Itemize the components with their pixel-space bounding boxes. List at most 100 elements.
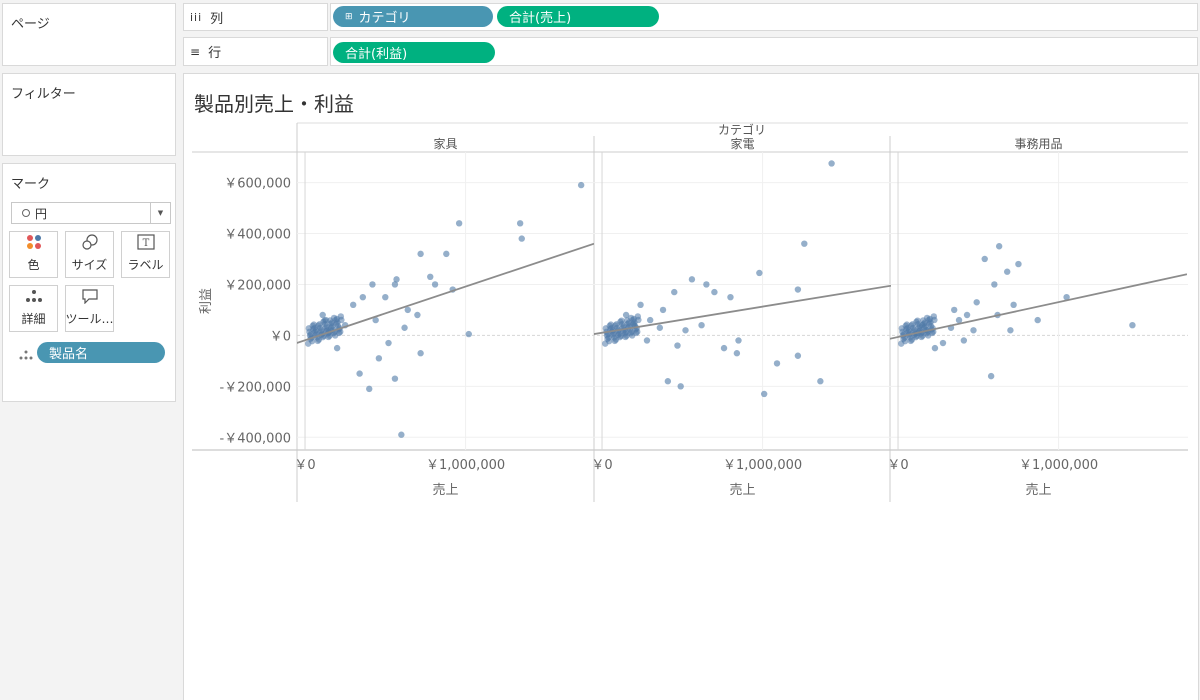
data-point bbox=[907, 337, 914, 345]
trend-line bbox=[890, 273, 1187, 340]
rows-shelf-label-area: ≡ 行 bbox=[183, 37, 328, 66]
data-point bbox=[366, 385, 373, 393]
columns-shelf-label: 列 bbox=[210, 11, 224, 27]
data-point bbox=[1015, 260, 1022, 268]
x-tick-label: ￥1,000,000 bbox=[1019, 458, 1098, 473]
data-point bbox=[375, 355, 383, 362]
label-button[interactable]: T ラベル bbox=[121, 231, 170, 278]
marks-card: マーク 円 ▼ 色 サイズ T ラベル 詳細 ツール… 製 bbox=[2, 163, 176, 402]
data-point bbox=[926, 320, 933, 327]
data-point bbox=[733, 350, 741, 357]
data-point bbox=[612, 322, 619, 329]
data-point bbox=[627, 314, 635, 322]
tooltip-icon bbox=[81, 287, 99, 305]
detail-field-pill-label: 製品名 bbox=[49, 347, 89, 362]
size-button-label: サイズ bbox=[71, 258, 108, 272]
pages-card-title: ページ bbox=[11, 17, 50, 32]
data-point bbox=[611, 337, 618, 345]
label-icon: T bbox=[136, 233, 155, 251]
mark-type-value: 円 bbox=[35, 206, 48, 221]
tooltip-button[interactable]: ツール… bbox=[65, 285, 114, 332]
svg-text:T: T bbox=[142, 238, 149, 249]
data-point bbox=[315, 322, 322, 329]
data-point bbox=[900, 335, 907, 343]
data-point bbox=[677, 383, 684, 390]
data-point bbox=[908, 322, 915, 329]
rows-pill-profit[interactable]: 合計(利益) bbox=[333, 42, 495, 63]
data-point bbox=[671, 288, 678, 296]
mark-type-dropdown[interactable]: 円 ▼ bbox=[11, 202, 171, 224]
columns-shelf[interactable]: ⊞ カテゴリ 合計(売上) bbox=[330, 3, 1198, 31]
data-point bbox=[622, 311, 630, 319]
data-point bbox=[928, 329, 936, 337]
chevron-down-icon[interactable]: ▼ bbox=[150, 203, 170, 223]
data-point bbox=[577, 181, 585, 189]
data-point bbox=[1063, 293, 1070, 301]
x-tick-label: ￥0 bbox=[294, 458, 315, 473]
rows-pill-profit-label: 合計(利益) bbox=[345, 47, 408, 62]
y-tick-label: ￥0 bbox=[270, 329, 291, 344]
data-point bbox=[828, 160, 835, 167]
rows-icon: ≡ bbox=[190, 44, 201, 59]
data-point bbox=[632, 329, 640, 337]
rows-shelf-heading: ≡ 行 bbox=[190, 38, 221, 65]
data-point bbox=[414, 311, 421, 319]
data-point bbox=[931, 344, 939, 352]
detail-field-pill[interactable]: 製品名 bbox=[37, 342, 165, 363]
data-point bbox=[1010, 301, 1017, 309]
panel-header-2: 事務用品 bbox=[1014, 137, 1062, 151]
data-point bbox=[330, 314, 338, 322]
columns-icon: iii bbox=[190, 10, 203, 24]
data-point bbox=[682, 327, 689, 334]
label-button-label: ラベル bbox=[127, 258, 164, 272]
data-point bbox=[703, 281, 710, 288]
color-button[interactable]: 色 bbox=[9, 231, 58, 278]
view-title: 製品別売上・利益 bbox=[194, 92, 354, 116]
x-axis-label: 売上 bbox=[729, 482, 755, 498]
data-point bbox=[427, 273, 434, 281]
data-point bbox=[333, 344, 341, 352]
data-point bbox=[817, 378, 824, 385]
columns-pill-category-label: カテゴリ bbox=[358, 11, 411, 26]
data-point bbox=[801, 240, 808, 247]
y-tick-label: ￥600,000 bbox=[224, 177, 291, 192]
rows-shelf-label: 行 bbox=[208, 46, 222, 61]
data-point bbox=[385, 339, 392, 347]
data-point bbox=[516, 220, 524, 227]
data-point bbox=[382, 293, 389, 301]
y-axis-label: 利益 bbox=[199, 288, 214, 314]
facet-header: カテゴリ bbox=[718, 122, 766, 137]
data-point bbox=[987, 372, 995, 380]
data-point bbox=[1034, 316, 1041, 324]
trend-line bbox=[297, 242, 594, 344]
filters-card-title: フィルター bbox=[11, 87, 76, 102]
data-point bbox=[1003, 268, 1011, 275]
expand-icon: ⊞ bbox=[345, 11, 353, 22]
columns-pill-category[interactable]: ⊞ カテゴリ bbox=[333, 6, 493, 27]
data-point bbox=[794, 352, 802, 359]
columns-shelf-heading: iii 列 bbox=[190, 4, 223, 30]
data-point bbox=[720, 344, 728, 352]
rows-shelf[interactable]: 合計(利益) bbox=[330, 37, 1198, 66]
pages-card[interactable]: ページ bbox=[2, 3, 176, 66]
filters-card[interactable]: フィルター bbox=[2, 73, 176, 156]
data-point bbox=[698, 321, 705, 329]
data-point bbox=[794, 286, 802, 293]
data-point bbox=[391, 375, 399, 382]
data-point bbox=[970, 327, 977, 334]
data-point bbox=[760, 390, 768, 398]
data-point bbox=[335, 329, 343, 337]
size-button[interactable]: サイズ bbox=[65, 231, 114, 278]
data-point bbox=[518, 235, 525, 242]
columns-pill-sales[interactable]: 合計(売上) bbox=[497, 6, 659, 27]
data-point bbox=[955, 316, 963, 324]
data-point bbox=[333, 320, 340, 327]
data-point bbox=[310, 326, 317, 333]
data-point bbox=[773, 360, 781, 367]
color-button-label: 色 bbox=[27, 258, 40, 272]
detail-button[interactable]: 詳細 bbox=[9, 285, 58, 332]
trend-line bbox=[594, 284, 891, 335]
data-point bbox=[960, 337, 968, 344]
data-point bbox=[614, 331, 622, 339]
